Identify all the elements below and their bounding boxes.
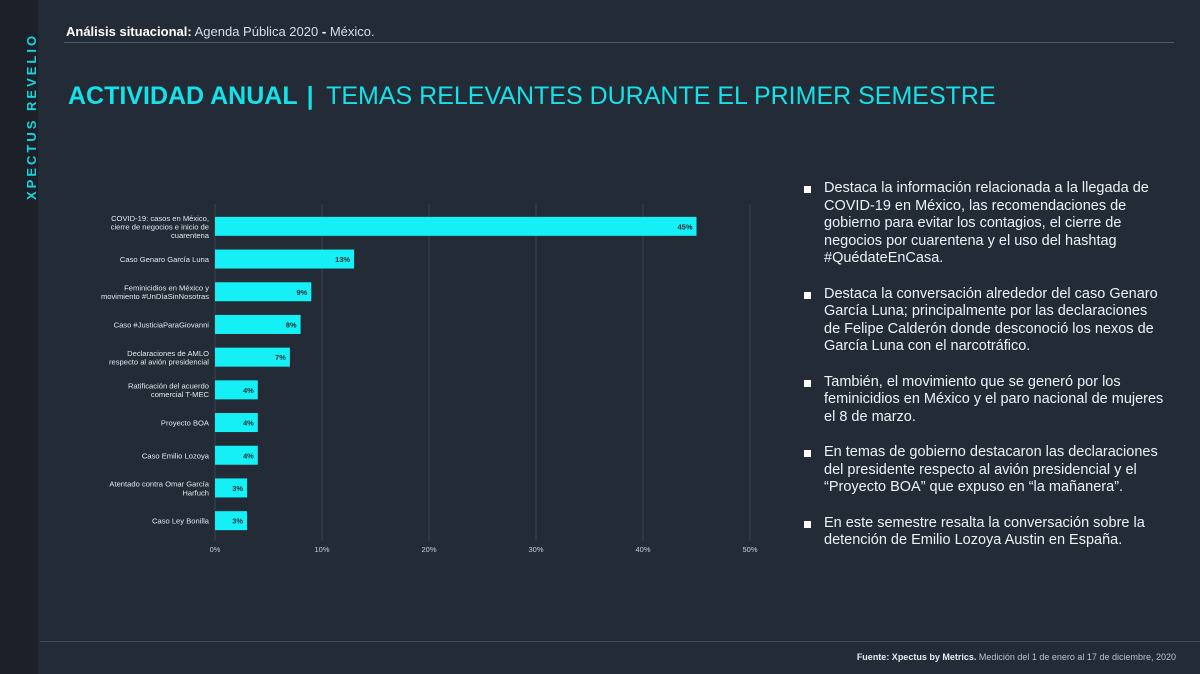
- insight-text: En temas de gobierno destacaron las decl…: [824, 444, 1158, 495]
- bar: [215, 249, 355, 269]
- insight-item: Destaca la información relacionada a la …: [804, 180, 1164, 268]
- bar: [215, 347, 290, 367]
- data-label: 45%: [677, 222, 692, 231]
- category-label: Atentado contra Omar García Harfuch: [109, 480, 209, 498]
- header-divider: [64, 42, 1174, 43]
- page-title: ACTIVIDAD ANUAL | TEMAS RELEVANTES DURAN…: [68, 82, 996, 111]
- bullet-square-icon: [804, 450, 811, 457]
- data-label: 4%: [243, 451, 254, 460]
- category-label: Ratificación del acuerdo comercial T-MEC: [128, 382, 210, 400]
- x-tick-label: 30%: [528, 545, 543, 554]
- insight-item: En este semestre resalta la conversación…: [804, 515, 1164, 550]
- title-bold: ACTIVIDAD ANUAL: [68, 82, 298, 110]
- header-topic: Agenda Pública 2020: [194, 24, 319, 39]
- category-label: COVID-19: casos en México, cierre de nego…: [111, 214, 210, 240]
- insight-item: Destaca la conversación alrededor del ca…: [804, 286, 1164, 356]
- bar: [215, 380, 258, 400]
- category-label: Feminicidios en México y movimiento #UnDí…: [101, 283, 209, 301]
- data-label: 7%: [275, 353, 286, 362]
- category-label: Caso #JusticiaParaGiovanni: [114, 320, 210, 329]
- bullet-square-icon: [804, 291, 811, 299]
- x-tick-label: 40%: [635, 545, 650, 554]
- data-label: 8%: [286, 320, 297, 329]
- bullet-square-icon: [804, 186, 811, 193]
- category-label: Caso Ley Bonilla: [152, 517, 210, 526]
- bar: [215, 445, 258, 465]
- bar: [215, 478, 248, 498]
- x-tick-label: 50%: [742, 545, 757, 554]
- data-label: 3%: [232, 517, 243, 526]
- header-label: Análisis situacional:: [66, 24, 192, 39]
- bullet-square-icon: [804, 379, 811, 387]
- category-label: Caso Emilio Lozoya: [142, 451, 210, 460]
- x-tick-label: 20%: [421, 545, 436, 554]
- data-label: 4%: [243, 386, 254, 395]
- data-label: 4%: [243, 419, 254, 428]
- insight-item: En temas de gobierno destacaron las decl…: [804, 444, 1164, 497]
- header-context: Análisis situacional: Agenda Pública 202…: [66, 24, 375, 39]
- bar-chart: 0% 10% 20% 30% 40% 50% 45% COVID-19: casos en M…: [101, 204, 758, 554]
- side-strip: XPECTUS REVELIO: [0, 0, 39, 674]
- header-country: México.: [329, 24, 375, 39]
- category-label: Proyecto BOA: [161, 419, 210, 428]
- data-label: 9%: [296, 288, 307, 297]
- bar: [215, 216, 697, 236]
- footer-source: Fuente: Xpectus by Metrics. Medición del…: [857, 652, 1176, 662]
- category-label: Caso Genaro García Luna: [120, 255, 210, 264]
- title-separator: |: [306, 82, 314, 110]
- insights-list: Destaca la información relacionada a la …: [804, 180, 1164, 568]
- title-rest: TEMAS RELEVANTES DURANTE EL PRIMER SEMES…: [326, 82, 996, 110]
- bar: [215, 282, 312, 302]
- insight-text: Destaca la conversación alrededor del ca…: [824, 285, 1158, 355]
- bar: [215, 413, 258, 433]
- insight-text: También, el movimiento que se generó por…: [824, 373, 1164, 425]
- footer-divider: [40, 641, 1200, 642]
- brand-vertical-text: XPECTUS REVELIO: [24, 32, 39, 200]
- header-dash: -: [321, 24, 327, 39]
- insight-text: Destaca la información relacionada a la …: [824, 180, 1149, 266]
- data-label: 3%: [232, 484, 243, 493]
- footer-note: Medición del 1 de enero al 17 de diciemb…: [978, 652, 1176, 662]
- category-label: Declaraciones de AMLO respecto al avión p…: [109, 349, 209, 367]
- x-tick-label: 10%: [314, 545, 329, 554]
- data-label: 13%: [335, 255, 350, 264]
- bullet-square-icon: [804, 520, 811, 528]
- insight-text: En este semestre resalta la conversación…: [824, 514, 1145, 549]
- x-tick-label: 0%: [210, 545, 221, 554]
- bar: [215, 314, 301, 334]
- footer-source-label: Fuente: Xpectus by Metrics.: [856, 652, 977, 662]
- insight-item: También, el movimiento que se generó por…: [804, 374, 1164, 427]
- bar: [215, 511, 248, 531]
